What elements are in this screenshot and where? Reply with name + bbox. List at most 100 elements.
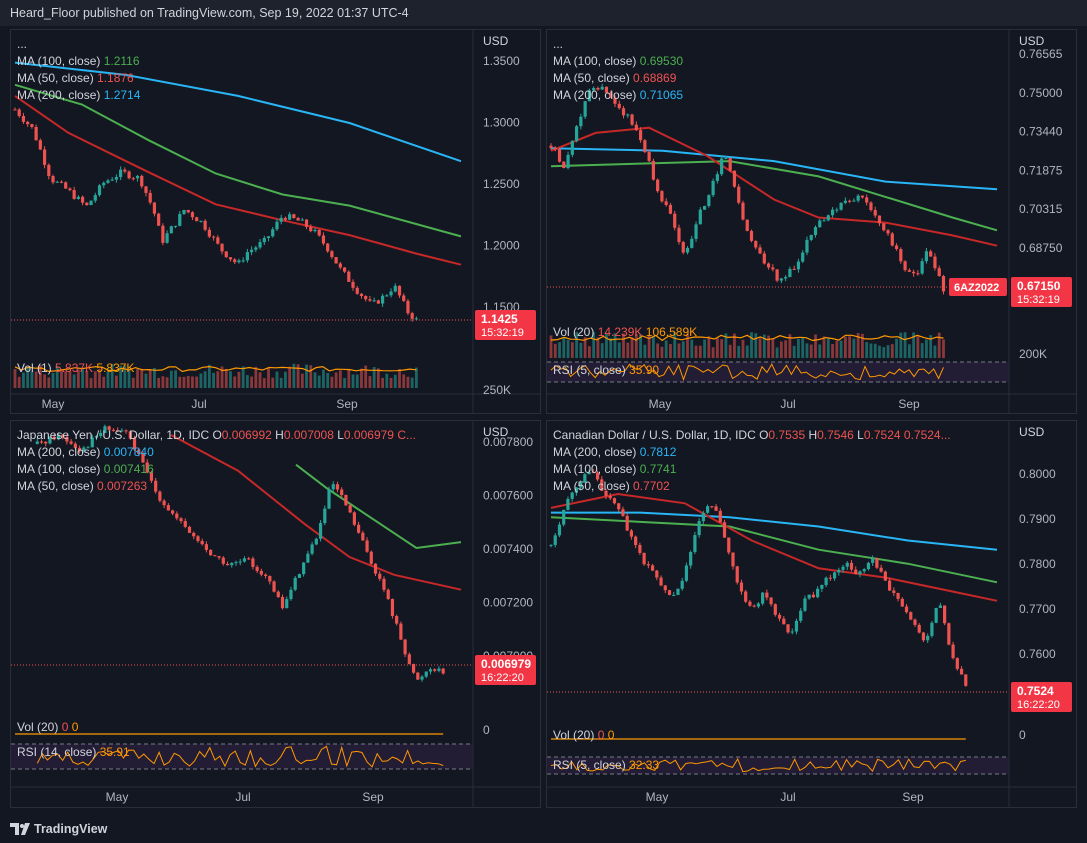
candle-body [609,92,613,98]
volume-bar [360,368,363,388]
ma-legend-value: 0.007416 [103,462,154,476]
moving-average-line-ma50 [550,126,998,247]
candle-body [596,88,600,90]
volume-bar [224,368,228,388]
ma-legend-label: MA (200, close) [17,445,104,459]
rsi-band [547,362,1009,382]
chart-panel-bottom-right[interactable]: 0.80000.79000.78000.77000.76000.7500MayJ… [546,420,1077,808]
candle-body [613,97,617,104]
x-tick-label: Sep [336,397,358,411]
volume-bar [570,342,574,358]
candle-body [587,90,591,102]
rsi-legend-value: 32.33 [629,758,660,772]
candle-body [268,575,272,582]
candle-body [233,259,237,263]
candle-body [51,176,55,183]
candle-body [672,594,676,596]
y-tick-label: 1.2000 [483,239,520,253]
candle-body [148,192,152,203]
candle-body [749,230,754,241]
candle-body [48,436,52,444]
volume-bar [161,376,165,388]
candle-body [127,171,131,179]
candle-body [830,209,835,216]
moving-average-line-ma100 [550,516,998,584]
volume-bar [818,344,822,358]
volume-bar [212,372,215,388]
volume-bar [814,334,817,358]
candle-body [694,224,698,239]
x-tick-label: May [106,790,129,804]
candle-body [748,601,752,606]
candle-body [99,432,103,436]
volume-bar [558,342,561,358]
candle-body [557,524,562,536]
volume-bar [831,344,834,358]
candle-body [890,233,894,246]
volume-bar [182,376,186,388]
moving-average-line-ma100 [550,160,998,232]
chart-legend: ... MA (100, close) 0.69530 MA (50, close)… [553,36,683,104]
chart-canvas[interactable]: 0.0078000.0076000.0074000.0072000.007000… [11,421,540,807]
chart-canvas[interactable]: 0.80000.79000.78000.77000.76000.7500MayJ… [547,421,1076,807]
ma-legend-value: 0.68869 [633,71,677,85]
volume-bar [856,333,860,358]
volume-bar [681,341,685,358]
candle-body [677,227,681,243]
volume-bar [609,338,613,358]
candle-body [811,594,816,598]
candle-body [279,217,283,222]
volume-ma-value: 0 [71,720,79,734]
candle-body [225,563,230,566]
candle-body [372,300,376,302]
volume-bar [869,343,873,358]
candle-body [673,213,677,228]
volume-bar [178,376,182,388]
volume-bar [72,374,76,388]
chart-panel-bottom-left[interactable]: 0.0078000.0076000.0074000.0072000.007000… [10,420,541,808]
candle-body [638,130,643,141]
volume-bar [630,337,634,358]
volume-bar [355,374,359,388]
candle-body [283,217,288,220]
candle-body [132,438,137,450]
ma-legend-label: MA (50, close) [553,71,634,85]
y-tick-label: 1.3000 [483,116,520,130]
candle-body [123,169,127,172]
candle-body [643,140,647,153]
volume-legend-value: 14.239K [597,325,643,339]
candle-body [344,495,348,506]
candle-body [302,562,306,575]
candle-body [369,551,373,564]
candle-body [642,552,646,565]
candle-body [310,544,314,554]
candle-body [72,190,76,199]
candle-body [720,158,724,175]
chart-panel-top-right[interactable]: 0.76565 0.75000 0.73440 0.71875 0.70315 0.687… [546,29,1077,414]
candle-body [744,591,748,602]
last-price-badge [475,655,536,685]
candle-body [355,287,359,294]
candle-body [926,635,930,641]
volume-bar [809,344,813,358]
candle-body [173,225,178,227]
candle-body [326,243,330,252]
candle-body [579,116,583,127]
y-tick-label: 0.71875 [1019,163,1063,177]
candle-body [204,544,209,550]
candle-body [406,300,410,314]
chart-panel-top-left[interactable]: 1.3500 1.3000 1.2500 1.2000 1.1500 May Jul Sep 1… [10,29,541,414]
volume-bar [797,338,800,358]
volume-bar [30,371,34,388]
volume-bar [38,364,42,388]
candle-body [813,227,818,236]
candle-body [124,430,128,432]
candle-body [313,229,317,232]
candle-body [896,592,900,599]
candle-body [376,300,380,304]
candle-body [583,101,587,117]
moving-average-line-ma100 [14,83,462,238]
volume-bar [288,366,292,388]
chart-canvas[interactable]: 0.76565 0.75000 0.73440 0.71875 0.70315 0.687… [547,30,1076,413]
